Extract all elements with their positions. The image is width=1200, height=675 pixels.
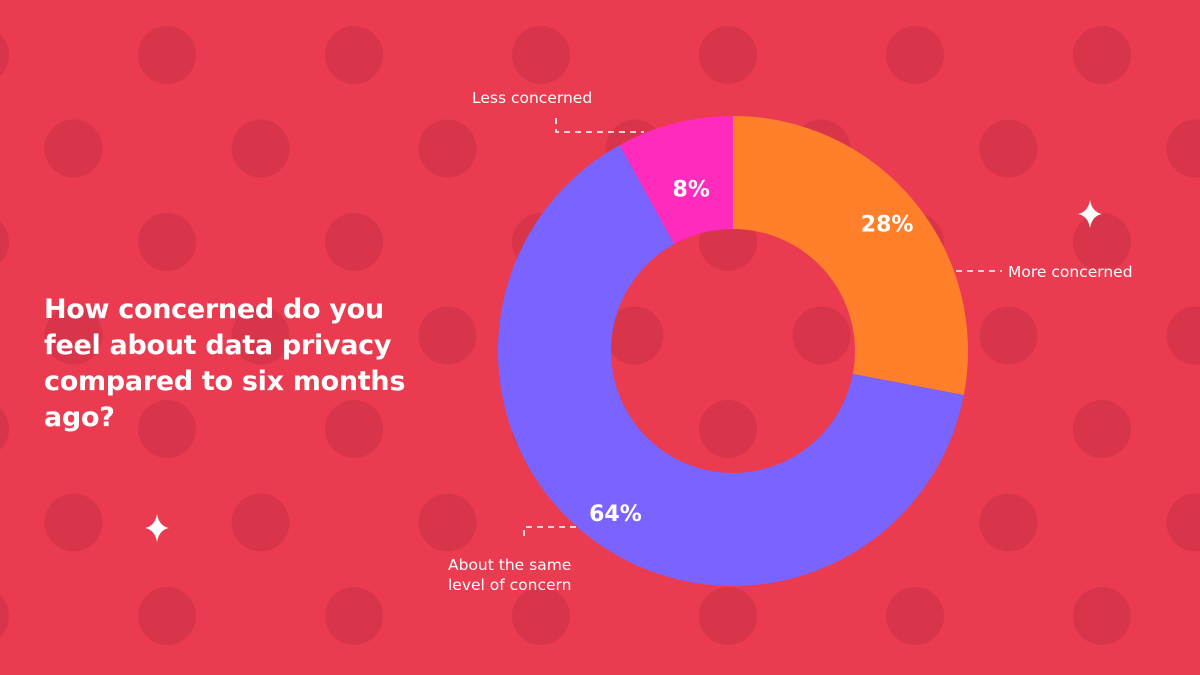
background-dot <box>44 306 103 365</box>
callout-less-leader <box>555 118 644 133</box>
callout-same-label-line2: level of concern <box>448 576 571 594</box>
callout-same-leader <box>523 526 576 540</box>
background-dot <box>0 408 9 450</box>
callout-same: About the same level of concern <box>448 526 576 594</box>
slice-value-label: 28% <box>861 213 914 238</box>
background-dot <box>0 34 9 76</box>
background-dot <box>1166 119 1200 178</box>
background-dot <box>231 306 290 365</box>
background-dot <box>699 26 757 84</box>
donut-slice-more-concerned <box>733 116 969 396</box>
sparkle-icon <box>145 514 169 542</box>
background-dot <box>325 26 383 84</box>
background-dot <box>1073 26 1131 84</box>
background-dot <box>44 493 103 552</box>
background-dot <box>512 587 570 645</box>
donut-slice-about-the-same-level-of-concern <box>498 145 964 586</box>
background-dot <box>512 26 570 84</box>
background-dot <box>699 400 757 458</box>
question-heading: How concerned do you feel about data pri… <box>44 294 406 433</box>
background-dot <box>792 306 851 365</box>
background-dot <box>979 306 1038 365</box>
sparkle-icon <box>1078 200 1102 228</box>
background-dot <box>418 493 477 552</box>
background-dot <box>44 119 103 178</box>
background-dot <box>325 400 383 458</box>
background-dot <box>0 595 9 637</box>
callout-same-label-line1: About the same <box>448 556 571 574</box>
background-dot <box>325 587 383 645</box>
background-dot <box>1073 400 1131 458</box>
background-dot <box>0 221 9 263</box>
background-dot <box>979 493 1038 552</box>
background-dot <box>979 119 1038 178</box>
background-dot <box>1073 213 1131 271</box>
background-dot <box>886 587 944 645</box>
background-dot <box>138 26 196 84</box>
background-dot <box>138 587 196 645</box>
background-dot <box>418 119 477 178</box>
background-dot <box>1073 587 1131 645</box>
background-dot <box>138 400 196 458</box>
callout-more: More concerned <box>956 263 1133 281</box>
callout-more-label: More concerned <box>1008 263 1133 281</box>
background-dot <box>231 493 290 552</box>
background-dot <box>325 213 383 271</box>
background-dot <box>231 119 290 178</box>
slice-value-label: 64% <box>589 502 642 527</box>
donut-slice-less-concerned <box>619 116 733 245</box>
callout-less-label: Less concerned <box>472 89 592 107</box>
background-dot <box>886 26 944 84</box>
background-dot <box>1166 493 1200 552</box>
background-dot <box>605 306 664 365</box>
slice-value-label: 8% <box>673 177 710 202</box>
background-dot <box>138 213 196 271</box>
callout-less: Less concerned <box>472 89 644 133</box>
background-dot <box>1166 306 1200 365</box>
background-dot <box>418 306 477 365</box>
background-dot <box>699 587 757 645</box>
